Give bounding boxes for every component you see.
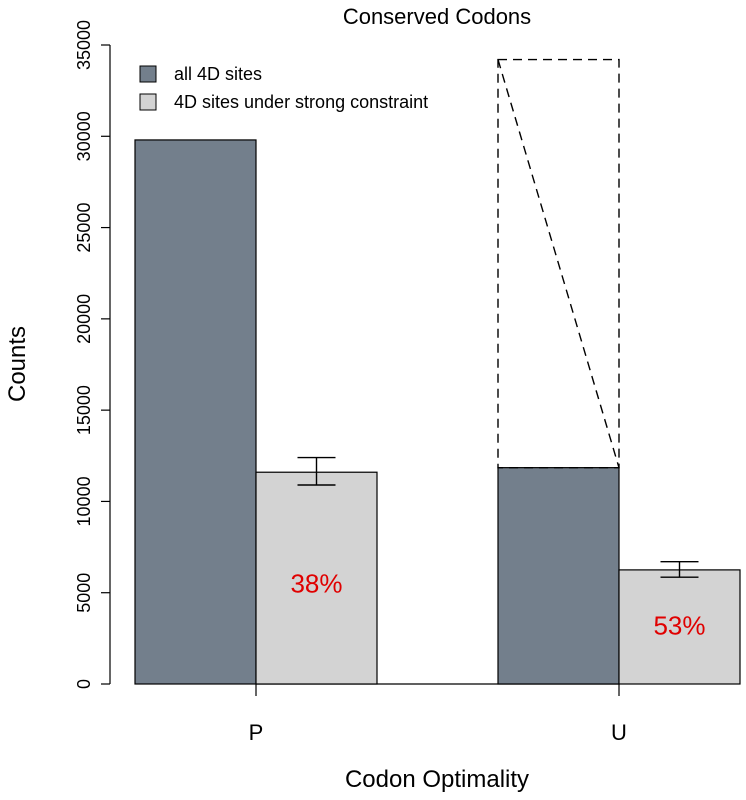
overlay: 38% 53% xyxy=(290,58,706,641)
y-tick-label: 30000 xyxy=(74,111,94,161)
legend-label: 4D sites under strong constraint xyxy=(174,92,428,112)
dashed-outline-box xyxy=(497,58,620,469)
bar-U-series-0 xyxy=(497,467,620,685)
y-tick-label: 15000 xyxy=(74,385,94,435)
x-tick-label: U xyxy=(611,720,627,745)
legend: all 4D sites 4D sites under strong constr… xyxy=(139,64,428,112)
chart-title: Conserved Codons xyxy=(343,4,531,29)
y-tick-label: 10000 xyxy=(74,476,94,526)
legend-label: all 4D sites xyxy=(174,64,262,84)
legend-swatch xyxy=(139,65,157,83)
bar-P-series-1 xyxy=(255,471,378,685)
dashed-diagonal xyxy=(497,59,620,468)
bar-P-series-0 xyxy=(134,139,257,685)
y-tick-label: 0 xyxy=(74,679,94,689)
y-axis: 0 5000 10000 15000 20000 25000 30000 35000 xyxy=(74,20,111,689)
legend-swatch xyxy=(139,93,157,111)
y-tick-label: 25000 xyxy=(74,203,94,253)
x-axis-label: Codon Optimality xyxy=(345,766,529,793)
y-tick-label: 35000 xyxy=(74,20,94,70)
y-tick-label: 5000 xyxy=(74,573,94,613)
y-axis-label: Counts xyxy=(4,326,31,402)
y-tick-label: 20000 xyxy=(74,294,94,344)
percent-label: 53% xyxy=(653,611,705,641)
percent-label: 38% xyxy=(290,569,342,599)
bars xyxy=(134,139,741,685)
bar-U-series-1 xyxy=(618,569,741,685)
x-tick-label: P xyxy=(249,720,264,745)
